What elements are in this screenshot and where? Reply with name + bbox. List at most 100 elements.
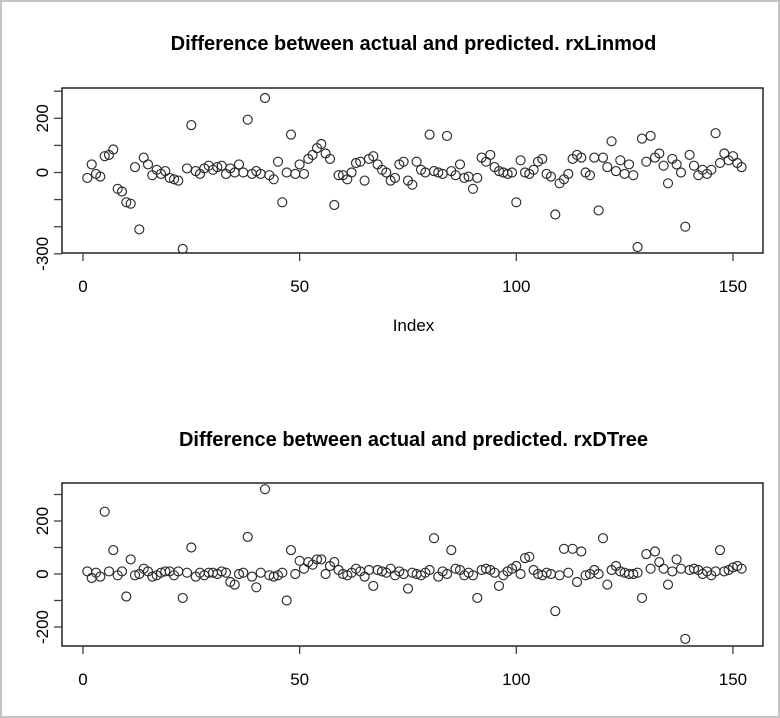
data-point — [589, 152, 600, 163]
data-point — [636, 133, 648, 144]
data-point — [671, 159, 682, 170]
data-point — [186, 120, 197, 131]
data-point — [168, 174, 180, 185]
data-point — [511, 197, 522, 208]
data-point — [446, 545, 457, 556]
data-point — [632, 241, 643, 253]
data-point — [550, 209, 561, 220]
data-point — [580, 570, 591, 581]
x-tick-label: 150 — [719, 277, 747, 296]
data-point — [259, 484, 271, 495]
data-point — [558, 543, 570, 554]
x-tick-label: 50 — [290, 277, 309, 296]
data-point — [381, 167, 392, 178]
data-point — [389, 172, 401, 183]
data-point — [706, 164, 717, 175]
data-point — [233, 568, 245, 580]
data-point — [242, 114, 253, 125]
data-point — [108, 545, 119, 556]
data-point — [186, 542, 197, 553]
data-point — [597, 152, 609, 163]
data-point — [160, 566, 171, 577]
data-point — [277, 567, 288, 578]
plot-title-rxlinmod: Difference between actual and predicted.… — [170, 33, 657, 55]
x-tick-label: 0 — [78, 277, 87, 296]
data-point — [472, 172, 483, 183]
data-point — [238, 567, 249, 578]
data-point — [576, 546, 587, 557]
data-point — [441, 130, 453, 141]
data-point — [584, 170, 596, 181]
data-point — [86, 159, 97, 170]
data-point — [628, 170, 639, 181]
data-point — [563, 567, 574, 578]
data-point — [316, 554, 327, 565]
data-point — [688, 160, 700, 171]
plot-title-rxdtree: Difference between actual and predicted.… — [178, 429, 649, 451]
x-tick-label: 100 — [502, 277, 530, 296]
data-point — [134, 224, 145, 235]
data-point — [216, 566, 227, 577]
data-point — [493, 580, 505, 591]
data-point — [272, 156, 284, 167]
data-point — [82, 172, 93, 183]
data-point — [177, 592, 188, 603]
data-point — [220, 567, 232, 578]
data-point — [333, 170, 344, 181]
data-point — [684, 149, 695, 160]
data-point — [424, 564, 435, 576]
data-point — [519, 553, 531, 564]
data-point — [125, 198, 136, 209]
data-point — [285, 545, 297, 556]
data-point — [623, 159, 635, 170]
data-point — [606, 136, 617, 147]
y-tick-label: -200 — [33, 610, 52, 644]
data-point — [649, 546, 661, 557]
data-point — [116, 566, 128, 577]
data-point — [593, 568, 604, 580]
data-point — [450, 563, 461, 574]
data-point — [433, 167, 444, 178]
data-point — [242, 531, 253, 542]
data-point — [524, 551, 535, 562]
data-point — [246, 571, 258, 582]
data-point — [411, 156, 422, 167]
data-point — [99, 151, 110, 162]
data-point — [424, 129, 435, 140]
data-point — [459, 172, 470, 183]
data-point — [545, 171, 557, 182]
data-point — [311, 554, 323, 565]
data-point — [285, 129, 297, 140]
plot-box — [61, 87, 764, 254]
data-point — [212, 162, 223, 173]
data-point — [116, 186, 128, 197]
data-point — [103, 566, 115, 577]
data-point — [632, 567, 643, 578]
x-tick-label: 0 — [78, 670, 87, 689]
data-point — [95, 171, 106, 182]
data-point — [736, 563, 747, 574]
data-point — [515, 155, 526, 166]
data-point — [454, 159, 466, 170]
data-point — [688, 563, 700, 574]
data-point — [290, 168, 301, 179]
data-point — [675, 167, 687, 178]
data-point — [298, 563, 310, 574]
data-point — [736, 162, 747, 173]
data-point — [480, 563, 492, 574]
data-point — [281, 595, 292, 606]
data-point — [129, 570, 141, 581]
plot-box — [61, 482, 764, 647]
data-point — [515, 568, 526, 580]
y-tick-label: 200 — [33, 507, 52, 535]
data-point — [719, 148, 730, 159]
data-point — [472, 592, 483, 603]
data-point — [125, 554, 136, 565]
data-point — [181, 567, 193, 578]
data-point — [82, 566, 93, 577]
data-point — [615, 155, 626, 166]
data-point — [368, 580, 379, 591]
data-point — [177, 243, 188, 254]
